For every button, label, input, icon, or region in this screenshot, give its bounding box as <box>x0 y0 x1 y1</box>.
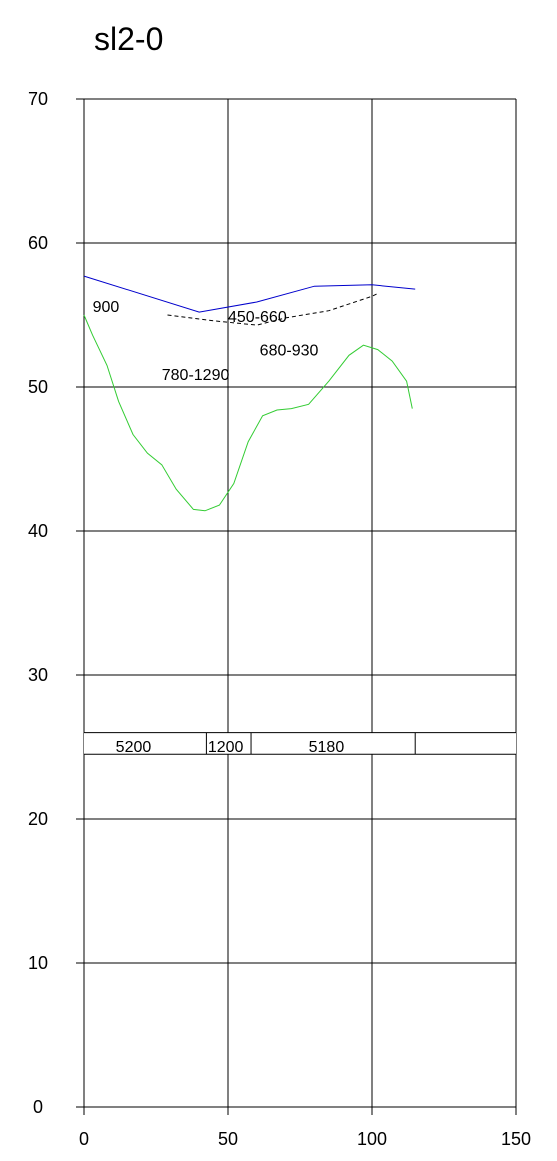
y-tick-label: 0 <box>33 1097 43 1117</box>
x-tick-label: 100 <box>357 1129 387 1149</box>
band-layer: 5200 1200 5180 <box>84 732 516 756</box>
series-layer <box>83 275 416 512</box>
band-label: 5200 <box>116 739 152 756</box>
band-label: 5180 <box>309 739 345 756</box>
chart-title: sl2-0 <box>94 21 163 57</box>
annotation-label: 900 <box>93 299 120 316</box>
y-tick-label: 70 <box>28 89 48 109</box>
annotation-layer: 900 450-660 680-930 780-1290 <box>93 299 319 384</box>
y-tick-label: 20 <box>28 809 48 829</box>
series-line-1 <box>83 275 416 313</box>
x-tick-label: 50 <box>218 1129 238 1149</box>
annotation-label: 780-1290 <box>162 367 230 384</box>
y-tick-label: 60 <box>28 233 48 253</box>
y-tick-label: 30 <box>28 665 48 685</box>
annotation-label: 450-660 <box>228 309 287 326</box>
band-label: 1200 <box>208 739 244 756</box>
series-line-2 <box>167 292 379 326</box>
band-background <box>84 732 516 755</box>
grid <box>83 98 517 1108</box>
x-tick-label: 150 <box>501 1129 531 1149</box>
y-tick-label: 50 <box>28 377 48 397</box>
x-tick-label: 0 <box>79 1129 89 1149</box>
y-tick-label: 40 <box>28 521 48 541</box>
annotation-label: 680-930 <box>260 342 319 359</box>
tick-layer: 0 10 20 30 40 50 60 70 0 50 100 150 <box>28 89 531 1149</box>
y-tick-label: 10 <box>28 953 48 973</box>
series-line-3 <box>83 314 413 512</box>
